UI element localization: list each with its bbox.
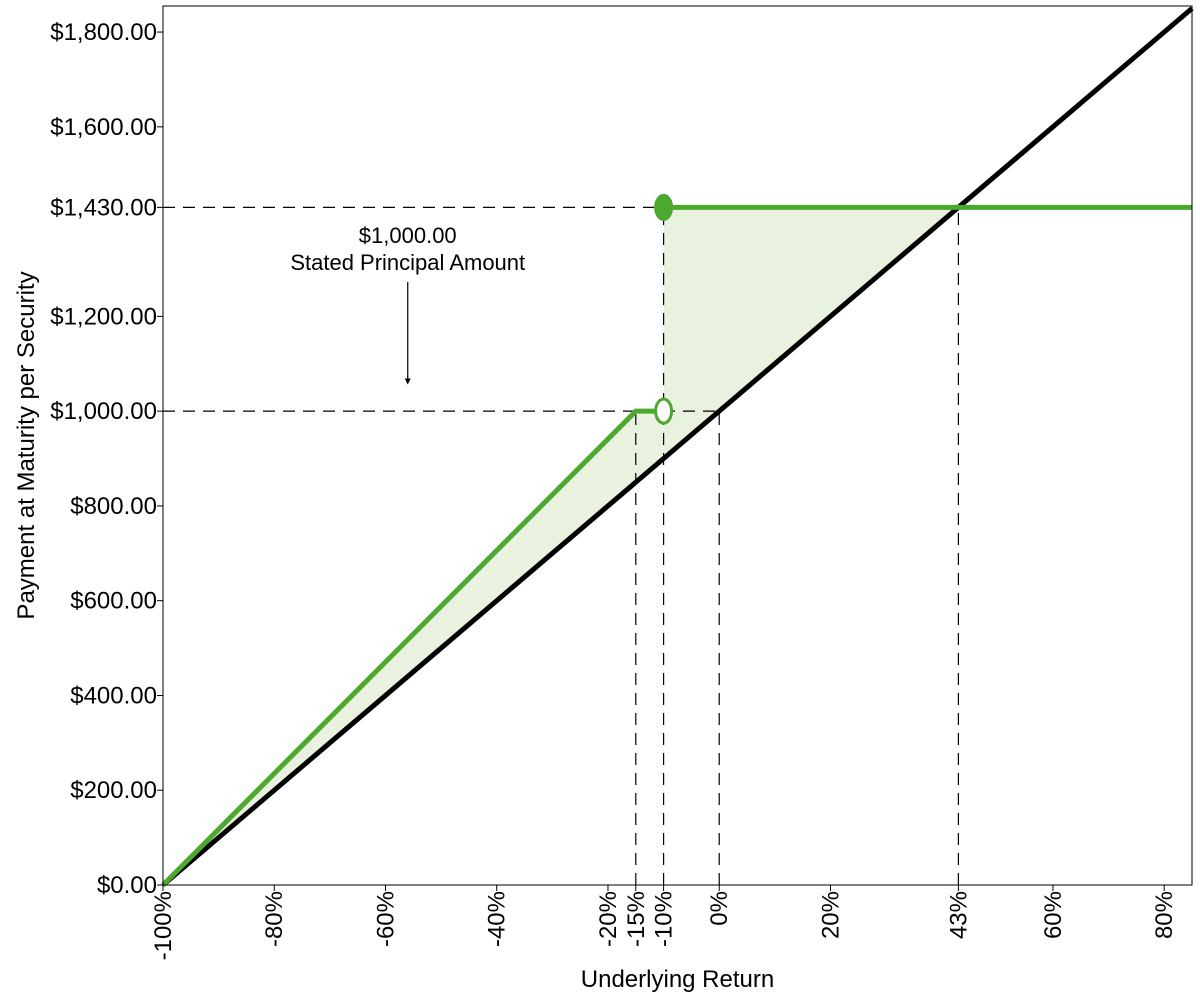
- x-axis-ticks: -100% -80% -60% -40% -20% -15% -10% 0% 20% 43% 60%…: [150, 885, 1178, 960]
- x-tick-label: -40%: [484, 891, 511, 947]
- annotation-amount: $1,000.00: [359, 223, 457, 248]
- x-tick-label: -80%: [261, 891, 288, 947]
- reference-lines: [163, 206, 959, 885]
- x-tick-label: 80%: [1151, 891, 1178, 939]
- principal-annotation: $1,000.00 Stated Principal Amount: [290, 223, 525, 385]
- x-tick-label: 0%: [706, 891, 733, 926]
- y-tick-label: $0.00: [97, 872, 157, 899]
- y-tick-label: $1,800.00: [50, 19, 157, 46]
- closed-marker: [654, 193, 674, 221]
- shaded-region-0: [163, 411, 664, 885]
- y-axis-title: Payment at Maturity per Security: [13, 271, 40, 619]
- open-marker: [654, 397, 674, 425]
- annotation-arrowhead: [404, 378, 411, 385]
- underlying-line: [161, 6, 1194, 887]
- y-tick-label: $1,430.00: [50, 194, 157, 221]
- y-axis-ticks: $0.00 $200.00 $400.00 $600.00 $800.00 $1,000.…: [50, 19, 163, 899]
- x-tick-label: -15%: [623, 891, 650, 947]
- y-tick-label: $800.00: [70, 493, 157, 520]
- y-tick-label: $600.00: [70, 588, 157, 615]
- y-tick-label: $1,600.00: [50, 114, 157, 141]
- x-tick-label: -60%: [372, 891, 399, 947]
- x-tick-label: -10%: [651, 891, 678, 947]
- series-lines: [161, 6, 1194, 887]
- x-tick-label: 43%: [945, 891, 972, 939]
- annotation-label: Stated Principal Amount: [290, 250, 525, 275]
- y-tick-label: $1,200.00: [50, 303, 157, 330]
- y-tick-label: $400.00: [70, 682, 157, 709]
- y-tick-label: $200.00: [70, 777, 157, 804]
- x-tick-label: -20%: [595, 891, 622, 947]
- series-markers: [654, 193, 674, 425]
- x-tick-label: 60%: [1040, 891, 1067, 939]
- y-tick-label: $1,000.00: [50, 398, 157, 425]
- x-tick-label: 20%: [817, 891, 844, 939]
- x-tick-label: -100%: [150, 891, 177, 960]
- x-axis-title: Underlying Return: [581, 966, 774, 993]
- plot-frame: [162, 5, 1193, 886]
